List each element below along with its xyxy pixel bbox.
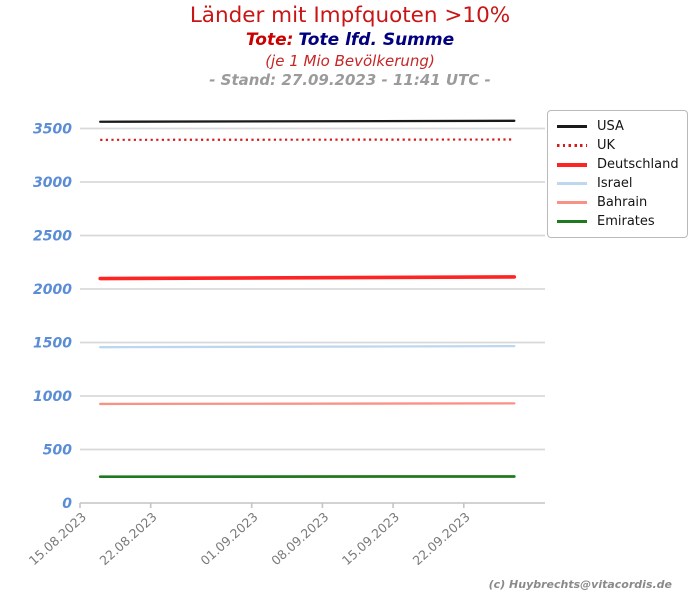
legend-line-sample-deutschland — [557, 162, 587, 167]
y-tick-label-500: 500 — [43, 443, 72, 459]
x-tick-label-22.09.2023: 22.09.2023 — [410, 509, 473, 568]
legend-line-sample-israel — [557, 182, 587, 185]
y-tick-label-3500: 3500 — [33, 122, 72, 138]
chart-legend: USA UK Deutschland Israel Bahrain Emirat… — [547, 110, 688, 238]
legend-item-deutschland: Deutschland — [557, 157, 679, 172]
chart-unit-note: (je 1 Mio Bevölkerung) — [265, 52, 435, 70]
legend-label: Deutschland — [597, 157, 679, 172]
y-tick-label-3000: 3000 — [33, 175, 72, 191]
series-line-deutschland — [98, 275, 517, 281]
legend-label: USA — [597, 119, 624, 134]
legend-item-emirates: Emirates — [557, 214, 679, 229]
legend-label: Emirates — [597, 214, 655, 229]
legend-item-israel: Israel — [557, 176, 679, 191]
y-tick-label-2500: 2500 — [33, 229, 72, 245]
legend-line-sample-emirates — [557, 220, 587, 223]
chart-timestamp: - Stand: 27.09.2023 - 11:41 UTC - — [209, 71, 491, 89]
y-tick-label-0: 0 — [62, 496, 72, 512]
chart-header: Länder mit Impfquoten >10% Tote: Tote lfd… — [0, 3, 700, 90]
x-tick-label-01.09.2023: 01.09.2023 — [197, 509, 260, 568]
x-tick-label-15.08.2023: 15.08.2023 — [26, 509, 89, 568]
legend-label: Bahrain — [597, 195, 648, 210]
chart-title: Länder mit Impfquoten >10% — [189, 3, 511, 28]
series-line-bahrain — [99, 402, 516, 406]
subtitle-metric-name: Tote lfd. Summe — [298, 30, 455, 50]
y-tick-label-1000: 1000 — [33, 389, 72, 405]
series-line-usa — [99, 119, 516, 123]
legend-line-sample-bahrain — [557, 201, 587, 204]
series-line-israel — [99, 344, 516, 349]
legend-label: UK — [597, 138, 616, 153]
chart-subtitle: Tote: Tote lfd. Summe — [0, 29, 700, 51]
legend-line-sample-usa — [557, 125, 587, 128]
legend-item-usa: USA — [557, 119, 679, 134]
x-tick-label-15.09.2023: 15.09.2023 — [339, 509, 402, 568]
y-tick-label-2000: 2000 — [33, 282, 72, 298]
legend-label: Israel — [597, 176, 633, 191]
x-tick-label-08.09.2023: 08.09.2023 — [268, 509, 331, 568]
subtitle-metric-label: Tote: — [245, 30, 294, 50]
legend-item-bahrain: Bahrain — [557, 195, 679, 210]
copyright-credit: (c) Huybrechts@vitacordis.de — [488, 578, 672, 591]
legend-item-uk: UK — [557, 138, 679, 153]
y-tick-label-1500: 1500 — [33, 336, 72, 352]
x-tick-label-22.08.2023: 22.08.2023 — [96, 509, 159, 568]
legend-line-sample-uk — [557, 144, 587, 147]
